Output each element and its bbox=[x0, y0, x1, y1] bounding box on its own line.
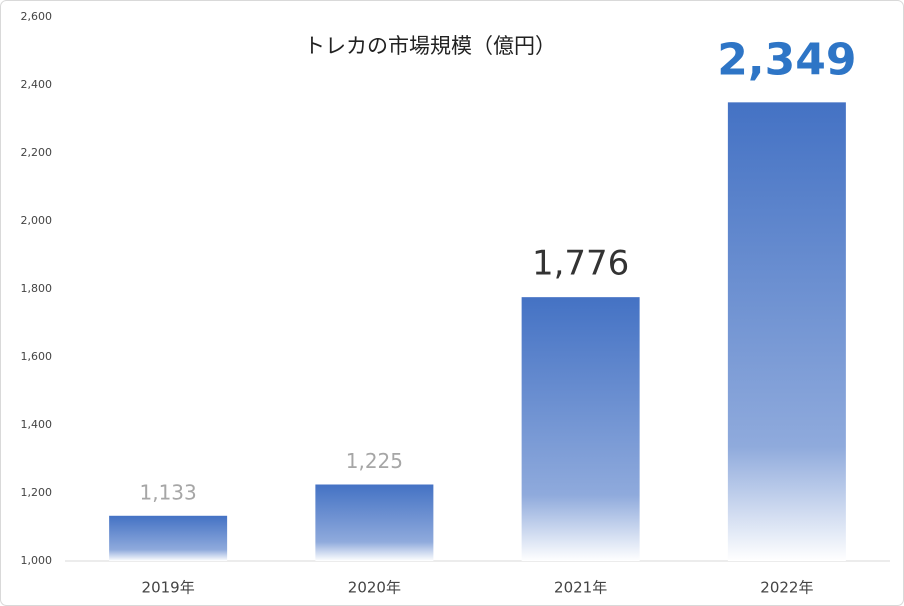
y-tick-label: 2,400 bbox=[21, 78, 53, 91]
x-tick-label: 2019年 bbox=[142, 579, 195, 597]
x-tick-label: 2022年 bbox=[760, 579, 813, 597]
value-label: 1,776 bbox=[532, 244, 629, 284]
y-tick-label: 1,200 bbox=[21, 486, 53, 499]
bar bbox=[727, 102, 846, 561]
y-tick-label: 2,200 bbox=[21, 146, 53, 159]
x-tick-label: 2021年 bbox=[554, 579, 607, 597]
bar bbox=[521, 297, 640, 561]
y-tick-label: 2,000 bbox=[21, 214, 53, 227]
bar bbox=[315, 484, 434, 561]
value-label: 2,349 bbox=[717, 34, 856, 85]
y-tick-label: 1,400 bbox=[21, 418, 53, 431]
y-tick-label: 1,000 bbox=[21, 554, 53, 567]
x-tick-label: 2020年 bbox=[348, 579, 401, 597]
chart-title: トレカの市場規模（億円） bbox=[304, 34, 556, 58]
value-label: 1,225 bbox=[346, 449, 403, 473]
y-tick-label: 1,600 bbox=[21, 350, 53, 363]
y-tick-label: 2,600 bbox=[21, 10, 53, 23]
value-label: 1,133 bbox=[139, 480, 196, 504]
y-tick-label: 1,800 bbox=[21, 282, 53, 295]
bar bbox=[109, 515, 228, 561]
